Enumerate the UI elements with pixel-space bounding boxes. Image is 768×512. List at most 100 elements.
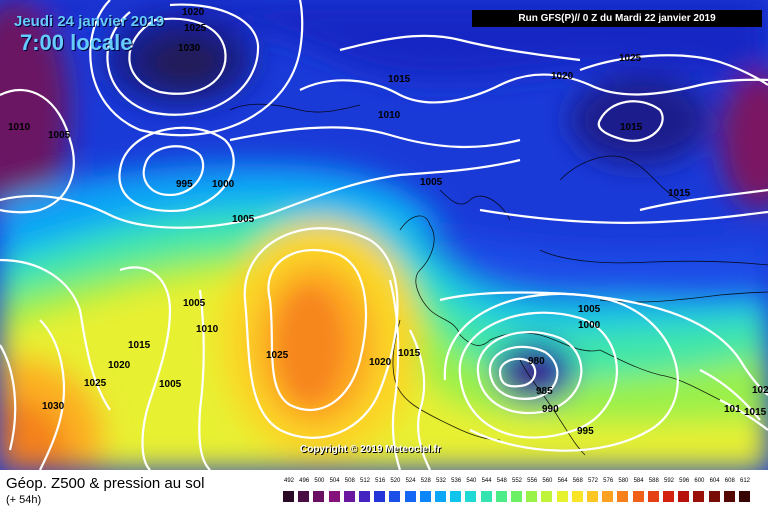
scale-value: 500 xyxy=(314,478,325,484)
isobar-label: 1010 xyxy=(378,110,401,121)
scale-swatch xyxy=(450,491,462,502)
isobar-label: 1005 xyxy=(420,177,443,188)
scale-value: 596 xyxy=(679,478,690,484)
scale-value: 516 xyxy=(375,478,386,484)
isobar-label: 1005 xyxy=(232,214,255,225)
isobar-label: 1010 xyxy=(196,324,219,335)
isobar-label: 1015 xyxy=(620,122,643,133)
isobar-label: 1000 xyxy=(212,179,235,190)
model-run-label: Run GFS(P)// 0 Z du Mardi 22 janvier 201… xyxy=(472,10,762,27)
isobar-label: 985 xyxy=(536,386,553,397)
scale-swatch xyxy=(723,491,735,502)
scale-value: 576 xyxy=(603,478,614,484)
forecast-date: Jeudi 24 janvier 2019 xyxy=(14,13,165,30)
scale-value: 536 xyxy=(451,478,462,484)
scale-swatch xyxy=(283,491,294,502)
scale-value: 520 xyxy=(390,478,401,484)
isobar-label: 1020 xyxy=(108,360,131,371)
isobar-label: 1015 xyxy=(128,340,151,351)
scale-value: 584 xyxy=(633,478,644,484)
scale-value: 492 xyxy=(283,478,294,484)
scale-swatch xyxy=(663,491,674,502)
copyright-notice: Copyright © 2019 Meteociel.fr xyxy=(300,444,441,455)
scale-swatch xyxy=(419,491,431,502)
scale-swatch xyxy=(708,491,720,502)
scale-swatch xyxy=(374,491,386,502)
scale-swatch xyxy=(465,491,477,502)
scale-swatch xyxy=(693,491,705,502)
scale-value: 608 xyxy=(724,478,735,484)
scale-swatch xyxy=(328,491,340,502)
isobar-labels: 1020 1025 1030 1010 1005 995 1000 1005 1… xyxy=(8,7,768,437)
scale-value: 508 xyxy=(344,478,355,484)
isobar-label: 1025 xyxy=(84,378,107,389)
scale-swatch xyxy=(587,491,598,502)
isobar-label: 1015 xyxy=(388,74,411,85)
isobar-label: 995 xyxy=(176,179,193,190)
scale-value: 592 xyxy=(663,478,674,484)
scale-value: 580 xyxy=(618,478,629,484)
scale-value: 572 xyxy=(587,478,598,484)
scale-swatch xyxy=(404,491,416,502)
isobar-label: 1005 xyxy=(578,304,601,315)
isobar-label: 1010 xyxy=(8,122,31,133)
isobar-label: 1015 xyxy=(398,348,421,359)
isobar-label: 1000 xyxy=(578,320,601,331)
scale-value: 548 xyxy=(496,478,507,484)
scale-value: 568 xyxy=(572,478,583,484)
scale-swatch xyxy=(359,491,370,502)
isobar-label: 980 xyxy=(528,356,545,367)
isobar-label: 1025 xyxy=(266,350,289,361)
isobar-label: 1025 xyxy=(184,23,207,34)
scale-value: 540 xyxy=(466,478,477,484)
isobar-label: 1005 xyxy=(48,130,71,141)
scale-value: 560 xyxy=(542,478,553,484)
scale-swatch xyxy=(647,491,659,502)
product-title: Géop. Z500 & pression au sol xyxy=(6,475,205,492)
isobar-label: 990 xyxy=(542,404,559,415)
scale-swatch xyxy=(480,491,492,502)
scale-value: 524 xyxy=(405,478,416,484)
isobar-label: 1005 xyxy=(159,379,182,390)
isobar-label: 102 xyxy=(752,385,768,396)
scale-swatch xyxy=(389,491,401,502)
scale-swatch xyxy=(343,491,355,502)
scale-value: 504 xyxy=(329,478,340,484)
isobar-label: 1015 xyxy=(744,407,767,418)
scale-value: 512 xyxy=(359,478,370,484)
forecast-offset: (+ 54h) xyxy=(6,494,42,506)
scale-swatch xyxy=(511,491,522,502)
scale-value: 600 xyxy=(694,478,705,484)
scale-value: 552 xyxy=(511,478,522,484)
scale-swatch xyxy=(739,491,750,502)
isobar-label: 1020 xyxy=(551,71,574,82)
scale-swatch xyxy=(526,491,538,502)
isobar-label: 1005 xyxy=(183,298,206,309)
isobars xyxy=(0,0,768,470)
scale-swatch xyxy=(632,491,644,502)
isobar-label: 1015 xyxy=(668,188,691,199)
isobar-label: 1030 xyxy=(178,43,201,54)
isobar-label: 995 xyxy=(577,426,594,437)
z500-color-scale: 492 496 500 504 508 512 516 520 524 528 532 536 540 5… xyxy=(283,477,753,503)
isobar-label: 101 xyxy=(724,404,741,415)
scale-swatch xyxy=(541,491,553,502)
scale-value: 532 xyxy=(435,478,446,484)
isobar-label: 1020 xyxy=(182,7,205,18)
scale-value: 612 xyxy=(739,478,750,484)
scale-swatch xyxy=(298,491,310,502)
scale-value: 496 xyxy=(299,478,310,484)
scale-swatch xyxy=(571,491,583,502)
isobar-label: 1025 xyxy=(619,53,642,64)
pressure-map: 1020 1025 1030 1010 1005 995 1000 1005 1… xyxy=(0,0,768,470)
scale-value: 604 xyxy=(709,478,720,484)
isobar-label: 1030 xyxy=(42,401,65,412)
scale-swatch xyxy=(678,491,690,502)
scale-value: 528 xyxy=(420,478,431,484)
scale-swatch xyxy=(495,491,507,502)
scale-swatch xyxy=(617,491,629,502)
scale-value: 564 xyxy=(557,478,568,484)
z500-field xyxy=(0,0,768,470)
forecast-time: 7:00 locale xyxy=(20,30,133,55)
